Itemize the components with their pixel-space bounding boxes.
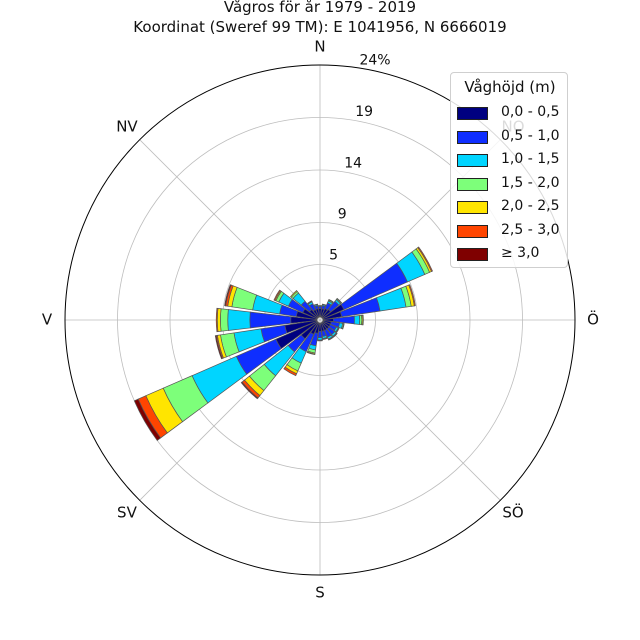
chart-subtitle: Koordinat (Sweref 99 TM): E 1041956, N 6… <box>133 18 507 36</box>
legend-swatch <box>457 130 488 144</box>
legend-label: 1,0 - 1,5 <box>501 151 560 167</box>
legend-label: 1,5 - 2,0 <box>501 174 560 191</box>
bar-105-seg-4 <box>341 323 345 330</box>
bar-210-seg-5 <box>283 366 298 377</box>
chart-title: Vågros för år 1979 - 2019 <box>223 0 417 16</box>
bar-330-seg-4 <box>307 300 313 305</box>
bar-240-seg-6 <box>133 398 162 441</box>
legend-label: 0,0 - 0,5 <box>501 104 560 120</box>
bar-150-seg-4 <box>328 336 334 341</box>
bar-195-seg-5 <box>306 351 316 356</box>
compass-label-n: N <box>314 38 325 56</box>
legend-label: ≥ 3,0 <box>501 245 540 261</box>
bar-60-seg-5 <box>417 246 433 272</box>
bar-255-seg-6 <box>214 335 223 360</box>
bar-180-seg-1 <box>317 330 323 339</box>
bar-45-seg-4 <box>336 297 343 304</box>
legend-swatch <box>457 154 488 167</box>
grid-spoke-315 <box>139 139 321 321</box>
legend-swatch <box>457 201 488 214</box>
bar-90-seg-2 <box>353 315 361 325</box>
bar-315-seg-4 <box>290 290 298 298</box>
bar-120-seg-4 <box>335 327 340 333</box>
bar-135-seg-4 <box>332 332 338 338</box>
radial-label-3: 19 <box>355 104 373 120</box>
radial-label-1: 9 <box>338 207 347 223</box>
compass-label-o: Ö <box>587 310 599 329</box>
bar-90-seg-5 <box>362 314 364 326</box>
legend-label: 2,0 - 2,5 <box>501 198 560 214</box>
radial-label-2: 14 <box>344 155 362 171</box>
compass-label-sv: SV <box>117 504 138 522</box>
bar-300-seg-5 <box>273 289 281 301</box>
legend-label: 0,5 - 1,0 <box>501 127 560 144</box>
legend-label: 2,5 - 3,0 <box>501 221 560 238</box>
compass-label-so: SÖ <box>502 503 523 522</box>
bar-165-seg-4 <box>322 337 328 340</box>
grid-spoke-135 <box>319 319 501 501</box>
bar-270-seg-5 <box>215 307 219 333</box>
legend-swatch <box>457 177 488 191</box>
outer-ring <box>64 64 576 576</box>
compass-label-v: V <box>42 311 53 329</box>
radial-tick-labels: 5 9 14 19 24% <box>329 53 391 264</box>
radial-label-4: 24% <box>359 53 390 69</box>
bar-225-seg-6 <box>240 381 259 400</box>
compass-label-s: S <box>315 584 325 602</box>
bar-270-seg-3 <box>220 308 229 332</box>
bar-345-seg-3 <box>313 303 319 306</box>
legend-swatch <box>457 248 488 261</box>
bar-75-seg-5 <box>408 284 416 307</box>
bar-0-seg-3 <box>317 305 323 307</box>
legend-title: Våghöjd (m) <box>464 78 556 96</box>
bar-30-seg-4 <box>328 298 334 303</box>
bar-285-seg-6 <box>224 284 232 307</box>
legend-swatch <box>457 224 488 238</box>
bar-270-seg-2 <box>227 309 251 331</box>
legend-swatch <box>457 107 488 120</box>
legend: Våghöjd (m) 0,0 - 0,5 0,5 - 1,0 1,0 - 1,5 1… <box>450 72 568 268</box>
bar-15-seg-3 <box>321 303 327 306</box>
radial-label-0: 5 <box>329 248 338 264</box>
rose-bars <box>133 246 433 441</box>
compass-label-nv: NV <box>116 117 138 135</box>
bar-180-seg-4 <box>317 339 323 342</box>
